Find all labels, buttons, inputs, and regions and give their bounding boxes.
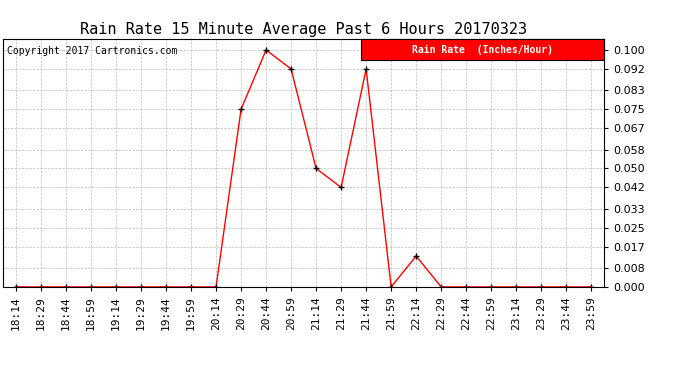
Text: Copyright 2017 Cartronics.com: Copyright 2017 Cartronics.com: [7, 46, 177, 56]
Title: Rain Rate 15 Minute Average Past 6 Hours 20170323: Rain Rate 15 Minute Average Past 6 Hours…: [80, 22, 527, 37]
